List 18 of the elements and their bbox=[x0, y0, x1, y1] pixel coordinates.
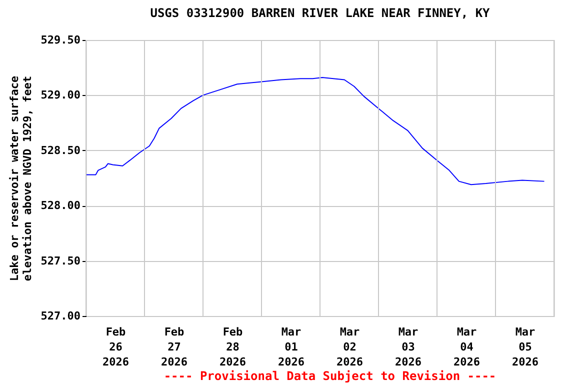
y-tick-label: 528.50 bbox=[40, 144, 80, 157]
x-tick-label: Mar 01 2026 bbox=[278, 326, 305, 368]
x-tick-label: Mar 03 2026 bbox=[395, 326, 422, 368]
y-axis-title: Lake or reservoir water surface elevation above NGVD 1929, feet bbox=[8, 75, 34, 282]
x-tick-label: Feb 28 2026 bbox=[220, 326, 246, 368]
x-tick-label: Mar 05 2026 bbox=[512, 326, 539, 368]
y-tick-label: 527.50 bbox=[40, 254, 80, 268]
x-tick-label: Mar 04 2026 bbox=[454, 326, 480, 368]
line-series bbox=[86, 77, 545, 186]
y-tick-label: 527.00 bbox=[40, 310, 80, 322]
chart-title: USGS 03312900 BARREN RIVER LAKE NEAR FINNEY, KY bbox=[150, 6, 491, 20]
x-tick-label: Feb 27 2026 bbox=[161, 326, 188, 368]
y-tick-label: 528.00 bbox=[40, 199, 80, 212]
text: ---- Provisional Data Subject to Revision ---- bbox=[164, 369, 496, 383]
x-tick-label: Mar 02 2026 bbox=[336, 326, 364, 368]
y-tick-label: 529.00 bbox=[40, 88, 80, 102]
y-tick-label: 529.50 bbox=[40, 34, 80, 46]
x-tick-label: Feb 26 2026 bbox=[102, 326, 130, 368]
